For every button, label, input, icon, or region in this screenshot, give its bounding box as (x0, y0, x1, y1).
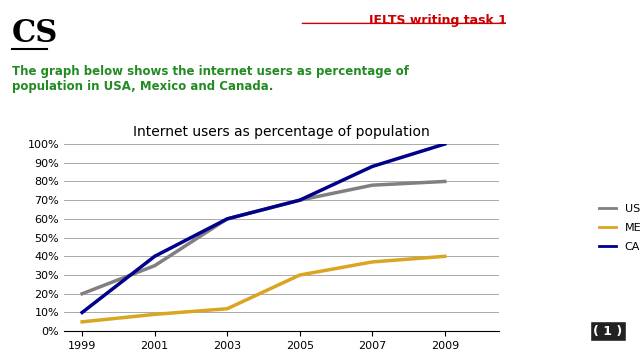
Text: CS: CS (12, 18, 58, 49)
Text: The graph below shows the internet users as percentage of
population in USA, Mex: The graph below shows the internet users… (12, 65, 408, 93)
Text: ( 1 ): ( 1 ) (593, 325, 623, 338)
Legend: USA, MEXICO, CANADA: USA, MEXICO, CANADA (595, 200, 640, 257)
Point (44, 46, 51, 51)
Point (8, 46, 15, 51)
Text: ielts.completesuccess.in: ielts.completesuccess.in (604, 104, 612, 220)
Text: IELTS writing task 1: IELTS writing task 1 (369, 14, 507, 27)
Title: Internet users as percentage of population: Internet users as percentage of populati… (133, 125, 430, 139)
